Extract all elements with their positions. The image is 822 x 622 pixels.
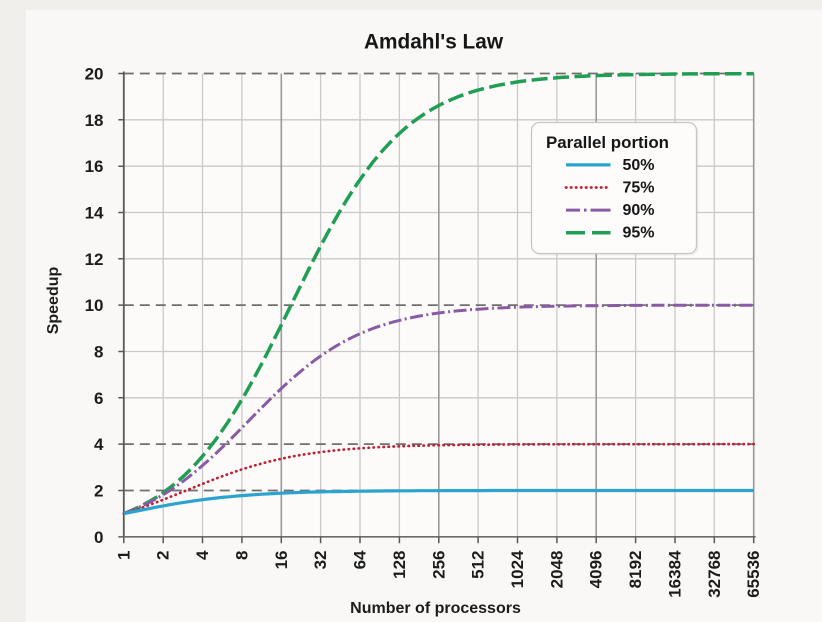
svg-text:18: 18 (85, 111, 104, 130)
svg-text:6: 6 (94, 389, 103, 408)
svg-text:Amdahl's Law: Amdahl's Law (364, 31, 504, 54)
svg-text:8: 8 (94, 343, 103, 362)
svg-text:1024: 1024 (508, 550, 527, 588)
svg-text:8: 8 (232, 551, 251, 560)
svg-text:512: 512 (469, 551, 488, 579)
svg-text:32: 32 (311, 551, 330, 570)
svg-text:256: 256 (429, 551, 448, 579)
svg-text:20: 20 (85, 65, 104, 84)
svg-text:75%: 75% (623, 180, 655, 197)
svg-text:4096: 4096 (587, 551, 606, 589)
svg-text:12: 12 (85, 250, 104, 269)
svg-text:Parallel portion: Parallel portion (546, 133, 669, 152)
svg-text:65536: 65536 (744, 551, 763, 598)
svg-text:4: 4 (94, 435, 104, 454)
svg-text:64: 64 (351, 550, 370, 569)
svg-text:32768: 32768 (705, 551, 724, 598)
svg-text:90%: 90% (623, 202, 655, 219)
svg-text:128: 128 (390, 551, 409, 579)
svg-text:1: 1 (114, 551, 133, 560)
svg-text:2: 2 (154, 551, 173, 560)
svg-text:16384: 16384 (666, 550, 685, 598)
svg-text:14: 14 (85, 204, 104, 223)
svg-text:50%: 50% (623, 157, 655, 174)
svg-text:16: 16 (272, 551, 291, 570)
svg-text:16: 16 (85, 157, 104, 176)
svg-text:2048: 2048 (547, 551, 566, 589)
svg-text:Speedup: Speedup (45, 266, 62, 334)
svg-text:8192: 8192 (626, 551, 645, 589)
svg-text:10: 10 (85, 296, 104, 315)
svg-text:0: 0 (94, 528, 103, 547)
svg-text:4: 4 (193, 550, 212, 560)
svg-text:95%: 95% (623, 225, 655, 242)
svg-text:Number of processors: Number of processors (350, 600, 521, 617)
svg-text:2: 2 (94, 482, 103, 501)
